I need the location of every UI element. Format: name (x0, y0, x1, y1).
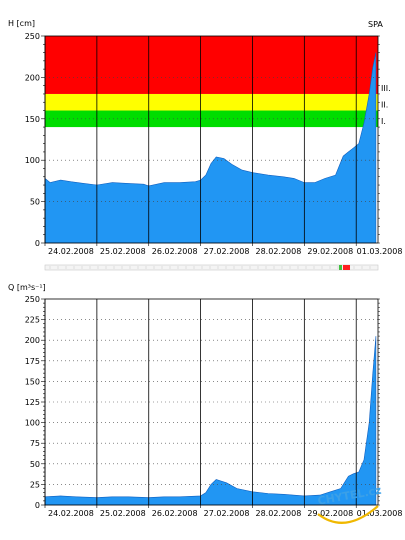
flood-level-label-1: I. (381, 117, 386, 126)
timeline-track[interactable] (44, 264, 379, 271)
y-tick-label: 100 (25, 156, 40, 165)
x-tick-label: 24.02.2008 (48, 247, 94, 256)
water-level-series (44, 52, 377, 244)
y-tick-label: 0 (35, 501, 40, 510)
water-level-grid (41, 35, 380, 244)
water-level-xticks: 24.02.2008 25.02.2008 26.02.2008 27.02.2008… (44, 243, 403, 256)
flood-level-label-3: III. (381, 84, 391, 93)
y-tick-label: 25 (30, 480, 40, 489)
x-tick-label: 28.02.2008 (256, 247, 302, 256)
y-tick-label: 150 (25, 377, 40, 386)
timeline-current-marker[interactable] (343, 265, 350, 270)
x-tick-label: 01.03.2008 (357, 247, 403, 256)
flood-level-bands (45, 36, 378, 128)
y-tick-label: 50 (30, 460, 40, 469)
y-tick-label: 175 (25, 357, 40, 366)
x-tick-label: 26.02.2008 (152, 247, 198, 256)
x-tick-label: 27.02.2008 (204, 247, 250, 256)
logo-swoosh (317, 505, 379, 524)
flood-band-1 (45, 110, 378, 128)
discharge-ylabel: Q [m³s⁻¹] (8, 283, 46, 292)
water-level-yticks: 0 50 100 150 200 250 (25, 32, 40, 248)
y-tick-label: 150 (25, 115, 40, 124)
y-tick-label: 200 (25, 73, 40, 82)
x-tick-label: 01.03.2008 (357, 509, 403, 518)
y-tick-label: 200 (25, 336, 40, 345)
discharge-yticks: 0 25 50 75 100 125 150 175 200 225 250 (25, 295, 40, 510)
x-tick-label: 24.02.2008 (48, 509, 94, 518)
timeline-ticks (49, 266, 371, 269)
y-tick-label: 0 (35, 239, 40, 248)
discharge-series (44, 336, 377, 506)
water-level-ylabel: H [cm] (8, 19, 35, 28)
y-tick-label: 100 (25, 419, 40, 428)
x-tick-label: 26.02.2008 (152, 509, 198, 518)
discharge-xticks: 24.02.2008 25.02.2008 26.02.2008 27.02.2008… (44, 505, 403, 518)
x-tick-label: 29.02.2008 (307, 247, 353, 256)
x-tick-label: 25.02.2008 (100, 509, 146, 518)
series-area-0 (44, 336, 377, 506)
discharge-grid (41, 298, 380, 506)
timeline-marker-green (339, 265, 342, 270)
flood-level-labels: I. II. III. (381, 84, 391, 126)
flood-band-3 (45, 36, 378, 94)
flood-level-label-2: II. (381, 101, 388, 110)
plot-frame (44, 298, 379, 506)
y-tick-label: 250 (25, 295, 40, 304)
x-tick-label: 27.02.2008 (204, 509, 250, 518)
x-tick-label: 28.02.2008 (256, 509, 302, 518)
station-label: SPA (368, 20, 383, 29)
x-tick-label: 25.02.2008 (100, 247, 146, 256)
y-tick-label: 125 (25, 398, 40, 407)
y-tick-label: 75 (30, 439, 40, 448)
timeline-scrollbar[interactable] (44, 264, 379, 271)
y-tick-label: 225 (25, 316, 40, 325)
discharge-chart: Q [m³s⁻¹] 0 25 50 75 100 125 150 175 200 225 250 2… (8, 283, 402, 518)
water-level-chart: H [cm] 0 50 100 150 200 250 24.02.2008 25.02.2… (8, 19, 402, 256)
flood-band-2 (45, 93, 378, 111)
y-tick-label: 50 (30, 198, 40, 207)
y-tick-label: 250 (25, 32, 40, 41)
x-tick-label: 29.02.2008 (307, 509, 353, 518)
